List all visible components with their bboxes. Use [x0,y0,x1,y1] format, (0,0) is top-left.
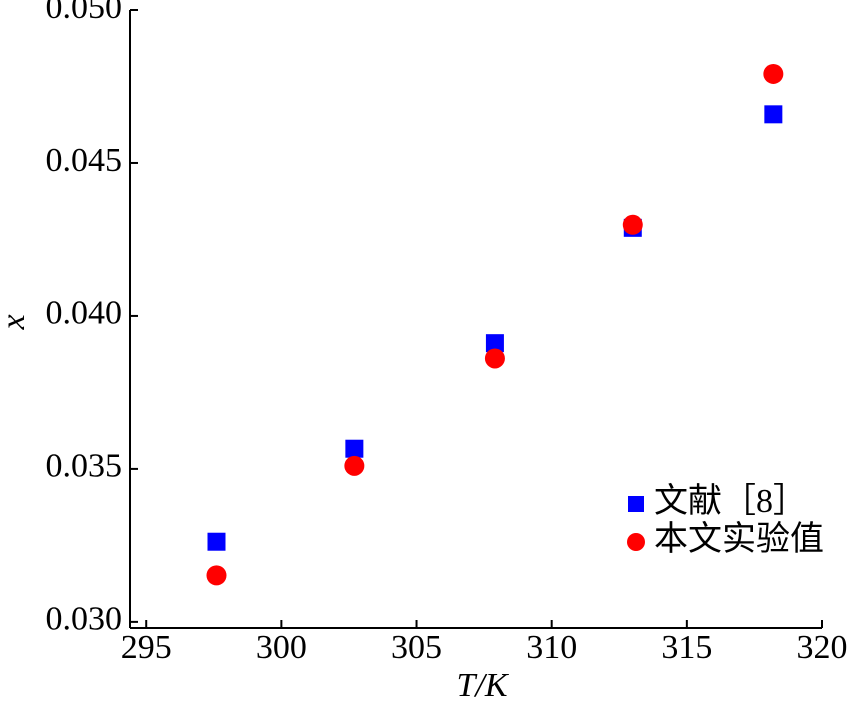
legend-label: 文献［8］ [654,482,807,520]
y-tick-label: 0.050 [46,0,123,26]
y-tick-label: 0.040 [46,295,123,332]
y-tick-label: 0.030 [46,601,123,638]
x-tick-label: 295 [121,629,172,666]
y-tick-label: 0.045 [46,142,123,179]
point [344,455,365,476]
x-tick-label: 320 [797,629,848,666]
point [345,439,364,458]
legend-label: 本文实验值 [654,520,824,558]
x-tick-label: 305 [391,629,442,666]
point [206,565,227,586]
x-axis-label: T/K [456,667,509,704]
point [485,334,504,353]
y-axis-label: x [0,314,32,330]
x-tick-label: 310 [526,629,577,666]
y-tick-label: 0.035 [46,448,123,485]
legend-marker [627,533,645,551]
legend-marker [628,496,644,512]
point [207,532,226,551]
x-tick-label: 315 [661,629,712,666]
point [763,63,784,84]
point [484,348,505,369]
point [764,105,783,124]
x-tick-label: 300 [256,629,307,666]
point [622,214,643,235]
